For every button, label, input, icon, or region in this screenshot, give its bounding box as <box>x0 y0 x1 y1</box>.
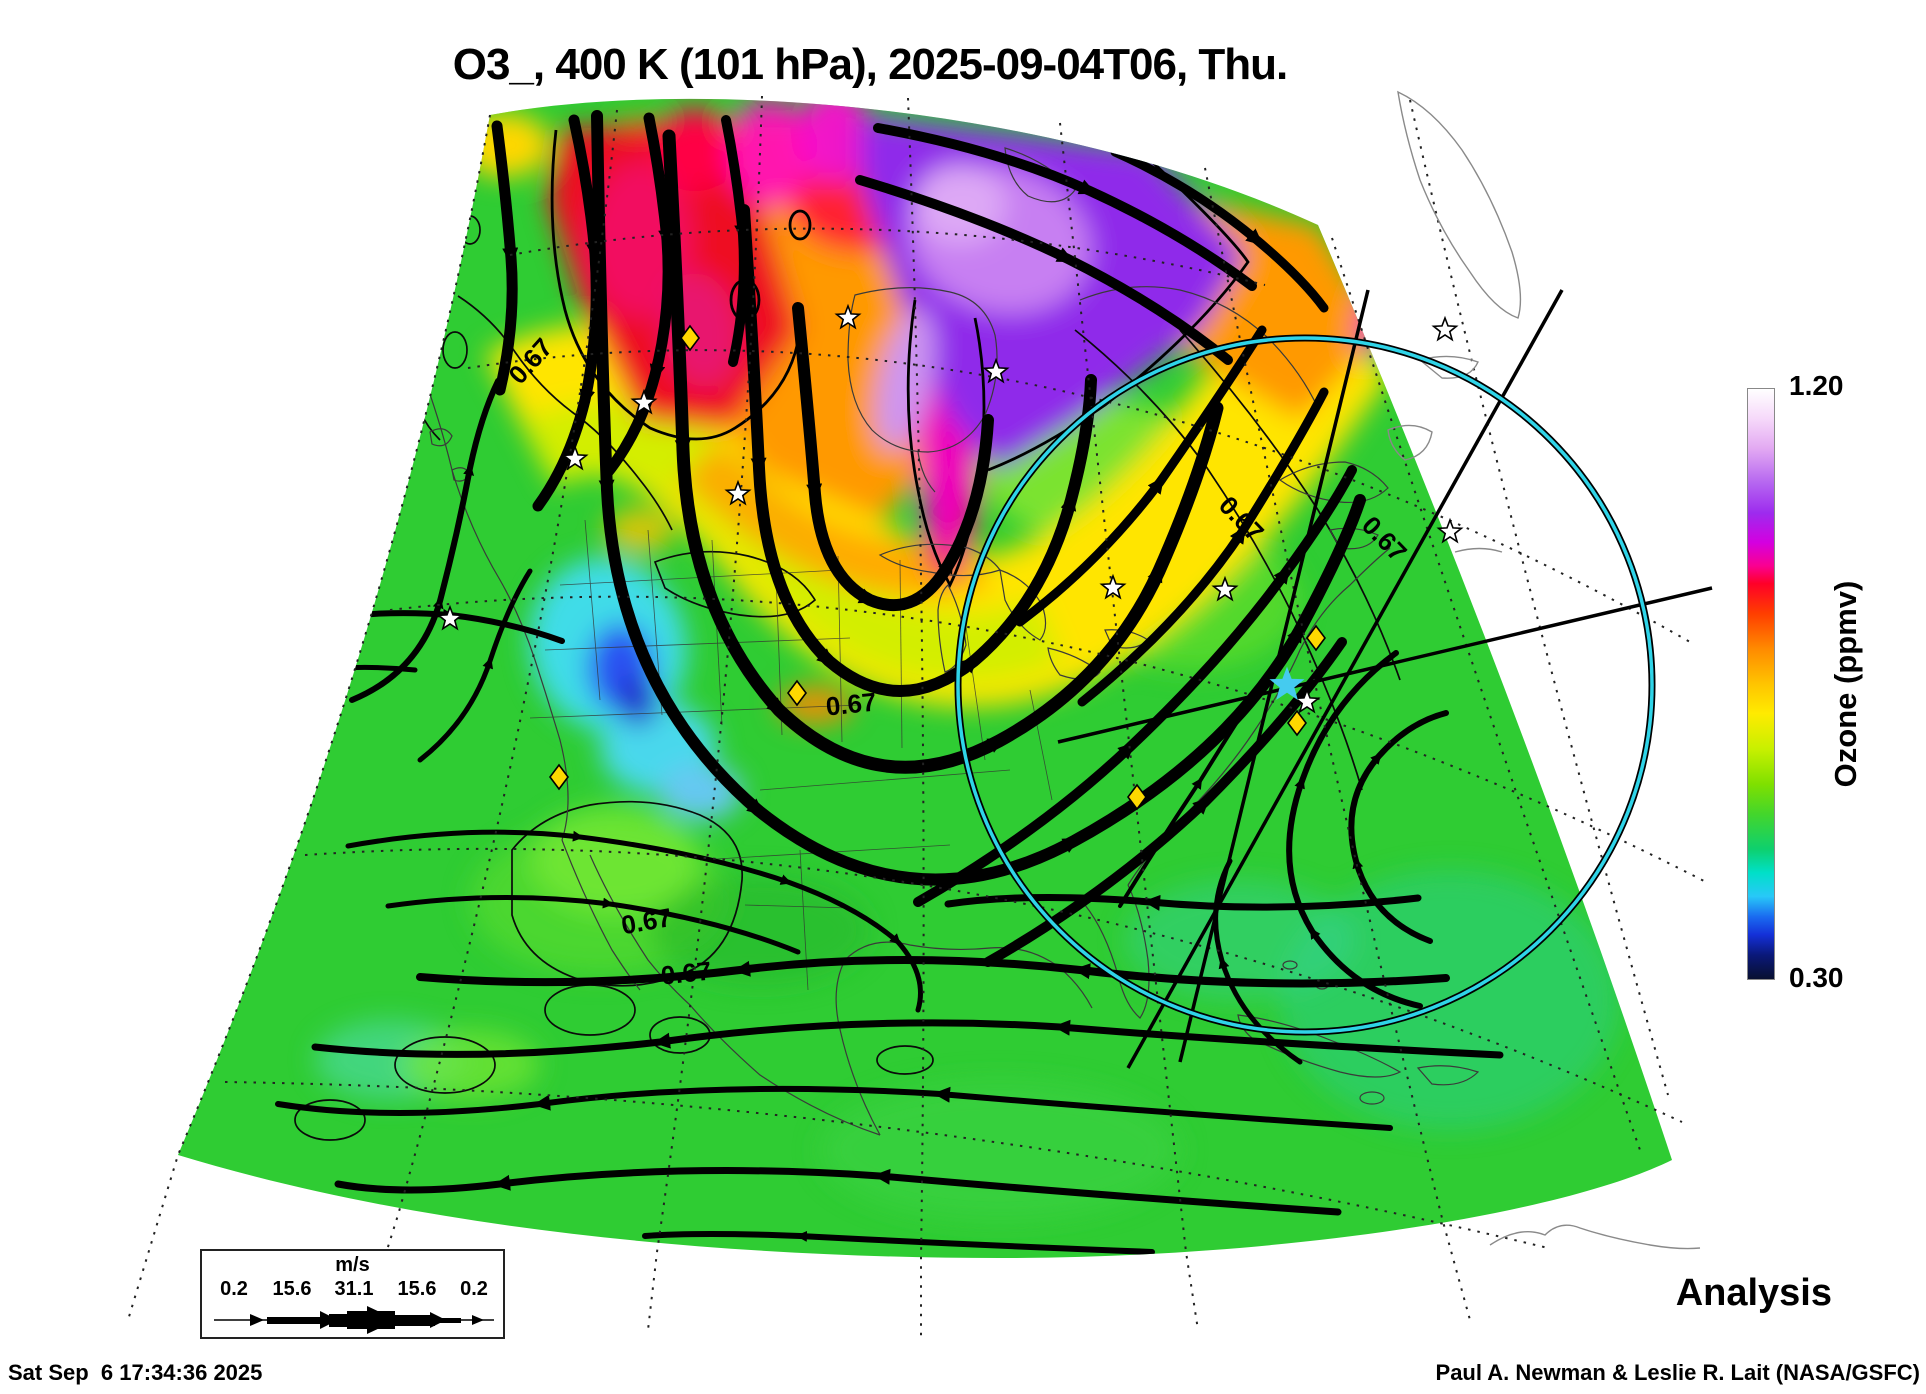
station-stars-layer <box>436 303 1464 714</box>
range-circle-cyan <box>956 336 1654 1034</box>
creation-timestamp: Sat Sep 6 17:34:36 2025 <box>8 1360 263 1385</box>
wind-tick-label: 15.6 <box>272 1278 312 1300</box>
credit-line: Paul A. Newman & Leslie R. Lait (NASA/GS… <box>1435 1360 1920 1385</box>
contour-label: 0.67 <box>659 955 712 990</box>
star-marker <box>1211 575 1239 602</box>
colorbar-max-label: 1.20 <box>1789 370 1844 401</box>
colorbar-title: Ozone (ppmv) <box>1828 580 1863 788</box>
star-marker <box>1431 315 1459 342</box>
star-marker <box>436 604 464 631</box>
wind-units-label: m/s <box>335 1254 370 1276</box>
wind-tick-label: 15.6 <box>397 1278 437 1300</box>
range-circle <box>954 334 1656 1036</box>
contour-label: 0.67 <box>824 686 877 721</box>
star-marker <box>982 357 1010 384</box>
star-marker <box>1293 687 1321 714</box>
diamond-marker <box>787 679 807 707</box>
track-lines <box>1057 289 1713 1069</box>
colorbar <box>1747 388 1775 980</box>
wind-tick-labels: 0.2 15.6 31.1 15.6 0.2 <box>202 1278 503 1300</box>
diamond-marker <box>1127 783 1147 811</box>
star-marker <box>1099 573 1127 600</box>
coastlines-outside <box>1387 90 1701 1250</box>
star-marker <box>630 388 658 415</box>
diamond-marker <box>1306 624 1326 652</box>
wind-tick-label: 0.2 <box>460 1278 488 1300</box>
wind-tick-label: 31.1 <box>334 1278 374 1300</box>
star-marker <box>724 479 752 506</box>
star-marker <box>1436 517 1464 544</box>
track-line-2 <box>1126 289 1564 1069</box>
colorbar-min-label: 0.30 <box>1789 962 1844 993</box>
diamond-marker <box>1287 709 1307 737</box>
analysis-label: Analysis <box>1675 1272 1832 1314</box>
cyclone-star-marker <box>1269 666 1305 700</box>
streamlines-layer <box>275 110 1504 1255</box>
track-line-3 <box>1178 289 1370 1063</box>
wind-speed-legend: m/s 0.2 15.6 31.1 15.6 0.2 <box>200 1249 505 1339</box>
cyclone-marker-layer <box>1269 666 1305 700</box>
graticule <box>127 95 1707 1340</box>
star-marker <box>561 444 589 471</box>
diamond-marker <box>680 324 700 352</box>
station-diamonds-layer <box>549 324 1326 811</box>
wind-tick-label: 0.2 <box>220 1278 248 1300</box>
map-wedge <box>178 98 1672 1258</box>
wind-scale-arrow <box>214 1306 494 1334</box>
track-line-1 <box>1057 586 1713 744</box>
diamond-marker <box>549 763 569 791</box>
plot-title: O3_, 400 K (101 hPa), 2025-09-04T06, Thu… <box>452 40 1289 89</box>
star-marker <box>834 303 862 330</box>
